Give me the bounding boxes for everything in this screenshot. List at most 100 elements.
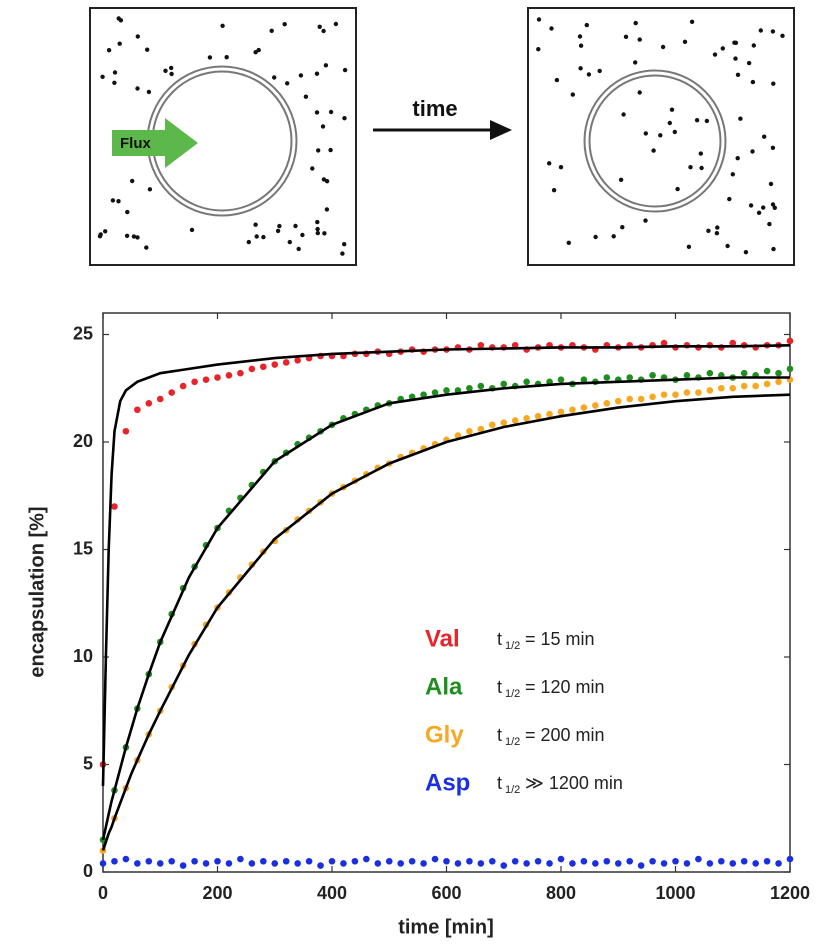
data-point: [511, 857, 519, 865]
data-point: [237, 855, 244, 863]
data-point: [683, 860, 691, 867]
data-point: [179, 862, 187, 869]
molecule: [660, 44, 666, 50]
legend-name: Val: [425, 625, 460, 652]
molecule: [720, 46, 725, 51]
data-point: [649, 372, 656, 379]
molecule: [549, 26, 554, 31]
data-point: [202, 860, 210, 867]
data-point: [546, 860, 553, 867]
molecule: [686, 244, 692, 249]
data-point: [718, 384, 725, 392]
data-point: [500, 380, 508, 388]
data-point: [706, 387, 714, 394]
molecule: [189, 227, 195, 233]
molecule: [751, 43, 756, 48]
molecule: [272, 75, 277, 80]
data-point: [637, 395, 645, 403]
data-point: [500, 419, 508, 426]
legend-half-life: = 15 min: [525, 629, 595, 649]
data-point: [145, 400, 153, 407]
molecule: [780, 33, 785, 38]
molecule: [110, 198, 116, 203]
data-point: [225, 860, 233, 867]
x-tick-label: 1000: [655, 883, 695, 903]
molecule: [135, 86, 140, 91]
data-point: [420, 860, 427, 867]
molecule: [145, 47, 150, 52]
panel-before: [89, 7, 357, 266]
molecule: [762, 134, 767, 139]
molecule: [135, 34, 140, 39]
data-point: [489, 421, 496, 429]
x-tick-label: 800: [546, 883, 576, 903]
data-point: [775, 369, 782, 377]
data-point: [763, 857, 771, 865]
data-point: [614, 397, 622, 405]
x-axis-label: time [min]: [398, 916, 494, 938]
legend-subscript: 1/2: [505, 688, 520, 700]
data-point: [351, 857, 359, 865]
data-point: [466, 857, 473, 865]
molecule: [147, 187, 153, 192]
molecule: [667, 120, 672, 126]
schematic: Flux time: [89, 7, 795, 266]
molecule: [298, 73, 304, 78]
molecule: [618, 177, 624, 182]
x-tick-label: 400: [317, 883, 347, 903]
legend-name: Asp: [425, 769, 470, 796]
time-label: time: [412, 96, 457, 121]
molecule: [253, 50, 258, 55]
data-point: [179, 382, 187, 390]
molecule: [584, 22, 589, 28]
molecule: [730, 172, 735, 177]
data-point: [466, 384, 473, 392]
molecule: [146, 89, 152, 95]
data-point: [134, 860, 141, 867]
data-point: [580, 376, 588, 383]
x-tick-label: 600: [431, 883, 461, 903]
molecule: [315, 219, 320, 225]
legend-symbol: t: [497, 773, 502, 793]
data-point: [511, 341, 519, 349]
data-point: [202, 376, 210, 383]
x-tick-label: 200: [202, 883, 232, 903]
data-point: [420, 391, 427, 399]
molecule: [682, 39, 688, 44]
fit-curve: [101, 376, 790, 841]
legend-half-life: = 200 min: [525, 725, 605, 745]
molecule: [253, 222, 258, 227]
data-point: [122, 427, 130, 435]
panel-after: [527, 7, 795, 266]
data-point: [557, 408, 565, 416]
molecule: [324, 179, 330, 184]
data-point: [111, 503, 118, 510]
molecule: [315, 226, 320, 232]
data-point: [99, 860, 107, 867]
flux-label: Flux: [120, 135, 151, 152]
legend-half-life: = 120 min: [525, 677, 605, 697]
data-point: [317, 862, 324, 869]
molecule: [261, 234, 266, 240]
molecule: [738, 116, 743, 121]
molecule: [620, 225, 625, 230]
molecule: [756, 210, 762, 215]
legend-symbol: t: [497, 629, 502, 649]
data-point: [580, 404, 588, 411]
molecule: [100, 74, 105, 80]
molecule: [293, 223, 298, 229]
data-point: [431, 855, 439, 863]
data-point: [385, 857, 393, 865]
legend-subscript: 1/2: [505, 784, 520, 796]
data-point: [660, 391, 668, 399]
molecule: [623, 34, 629, 39]
molecule: [315, 230, 320, 236]
molecule: [733, 56, 738, 61]
molecule: [321, 28, 326, 34]
molecule: [135, 235, 140, 240]
data-point: [225, 372, 233, 379]
molecule: [746, 60, 752, 66]
y-tick-label: 10: [73, 646, 93, 666]
molecule: [637, 90, 642, 95]
